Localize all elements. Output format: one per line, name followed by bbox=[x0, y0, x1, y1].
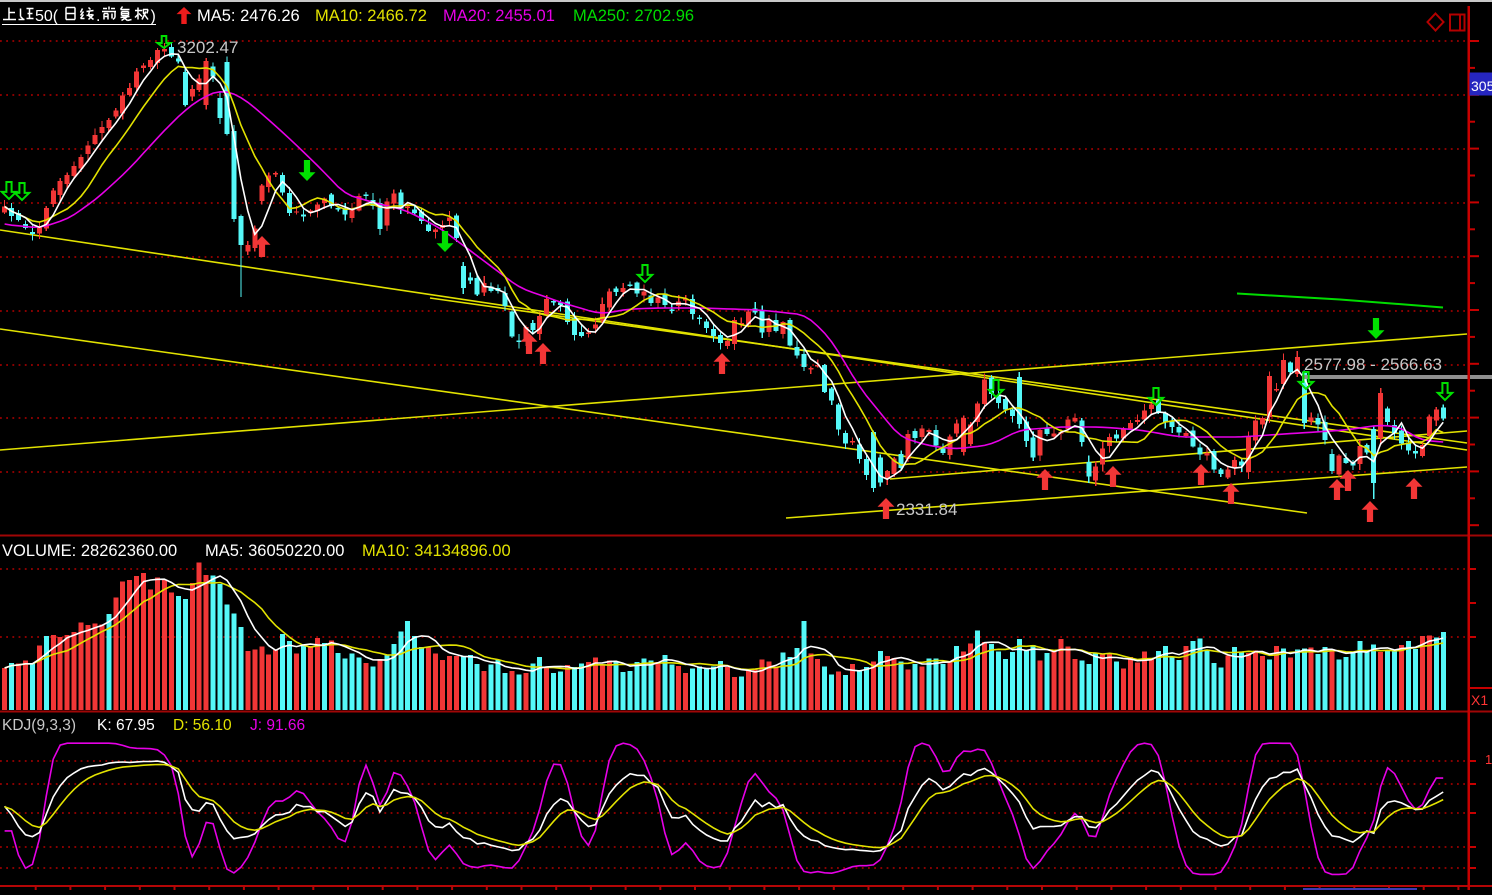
svg-text:KDJ(9,3,3): KDJ(9,3,3) bbox=[2, 717, 76, 734]
svg-text:2331.84: 2331.84 bbox=[896, 500, 957, 519]
svg-text:MA10: 34134896.00: MA10: 34134896.00 bbox=[362, 542, 511, 560]
svg-text:): ) bbox=[151, 8, 156, 25]
svg-text:X1: X1 bbox=[1471, 692, 1488, 708]
svg-text:MA5: 36050220.00: MA5: 36050220.00 bbox=[205, 542, 344, 560]
svg-text:3059: 3059 bbox=[1471, 78, 1492, 94]
svg-text:MA250: 2702.96: MA250: 2702.96 bbox=[573, 7, 694, 25]
svg-text:MA10: 2466.72: MA10: 2466.72 bbox=[315, 7, 427, 25]
svg-text:K: 67.95: K: 67.95 bbox=[97, 717, 155, 734]
svg-text:1: 1 bbox=[1485, 752, 1492, 767]
svg-text:2577.98 - 2566.63: 2577.98 - 2566.63 bbox=[1304, 355, 1442, 374]
svg-text:MA20: 2455.01: MA20: 2455.01 bbox=[443, 7, 555, 25]
svg-text:VOLUME: 28262360.00: VOLUME: 28262360.00 bbox=[2, 542, 177, 560]
svg-text:.: . bbox=[96, 8, 100, 25]
svg-text:3202.47: 3202.47 bbox=[177, 38, 238, 57]
svg-text:50(: 50( bbox=[35, 8, 59, 25]
svg-text:MA5: 2476.26: MA5: 2476.26 bbox=[197, 7, 300, 25]
svg-text:J: 91.66: J: 91.66 bbox=[250, 717, 305, 734]
svg-text:D: 56.10: D: 56.10 bbox=[173, 717, 232, 734]
